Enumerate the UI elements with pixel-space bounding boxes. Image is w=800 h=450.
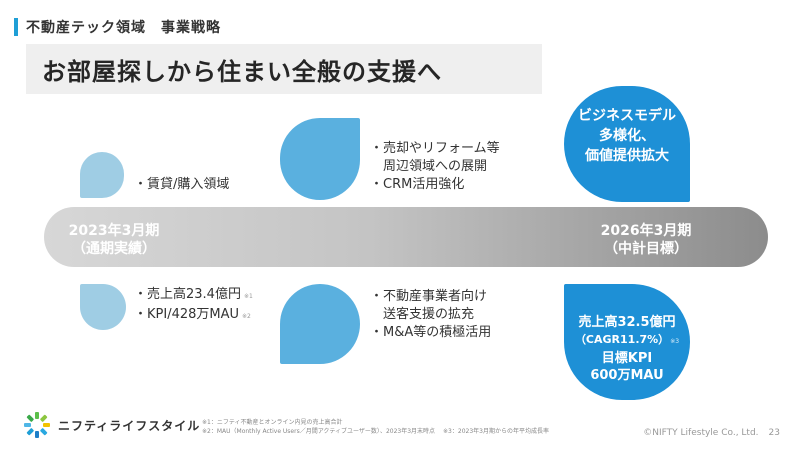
footnotes: ※1：ニフティ不動産とオンライン内見の売上高合計 ※2：MAU（Monthly … bbox=[202, 418, 549, 436]
footnote-3: ※3：2023年3月期からの年平均成長率 bbox=[443, 428, 549, 435]
upper-current-item: ・賃貸/購入領域 bbox=[134, 177, 230, 192]
lower-goal-revenue: 売上高32.5億円 bbox=[578, 315, 676, 330]
copyright-line: ©NIFTY Lifestyle Co., Ltd. 23 bbox=[643, 428, 780, 438]
page-title: お部屋探しから住まい全般の支援へ bbox=[42, 58, 442, 86]
upper-strategy-item: 周辺領域への展開 bbox=[370, 159, 488, 174]
lower-goal-kpi-label: 目標KPI bbox=[601, 351, 653, 366]
footnote-line-2: ※2：MAU（Monthly Active Users／月間アクティブユーザー数… bbox=[202, 427, 549, 436]
upper-strategy-drop bbox=[280, 118, 360, 200]
upper-current-bullets: ・賃貸/購入領域 bbox=[134, 176, 229, 194]
section-accent-bar bbox=[14, 18, 18, 36]
lower-strategy-item: 送客支援の拡充 bbox=[370, 307, 475, 322]
lower-current-bullets: ・売上高23.4億円 ※1 ・KPI/428万MAU ※2 bbox=[134, 286, 253, 326]
lower-strategy-item: ・M&A等の積極活用 bbox=[370, 325, 492, 340]
lower-current-item: ・売上高23.4億円 ※1 bbox=[134, 286, 253, 306]
page-number: 23 bbox=[768, 428, 780, 438]
lower-goal-cagr: （CAGR11.7%） bbox=[574, 333, 670, 346]
upper-strategy-item: ・売却やリフォーム等 bbox=[370, 141, 500, 156]
lower-strategy-item: ・不動産事業者向け bbox=[370, 289, 488, 304]
upper-goal-line: 多様化、 bbox=[599, 128, 655, 144]
lower-current-item: ・KPI/428万MAU ※2 bbox=[134, 306, 253, 326]
lower-current-kpi: ・KPI/428万MAU bbox=[134, 307, 240, 322]
upper-goal-line: ビジネスモデル bbox=[578, 108, 676, 124]
copyright: ©NIFTY Lifestyle Co., Ltd. bbox=[643, 428, 759, 438]
company-logo-icon bbox=[24, 412, 50, 438]
lower-strategy-bullets: ・不動産事業者向け 送客支援の拡充 ・M&A等の積極活用 bbox=[370, 288, 491, 342]
footnote-marker-1: ※1 bbox=[243, 293, 253, 300]
lower-current-drop bbox=[80, 284, 126, 330]
upper-current-drop bbox=[80, 152, 124, 198]
upper-strategy-bullets: ・売却やリフォーム等 周辺領域への展開 ・CRM活用強化 bbox=[370, 140, 500, 194]
timeline-start-sub: （通期実績） bbox=[72, 241, 156, 257]
lower-goal-mau: 600万MAU bbox=[590, 368, 664, 383]
section-label: 不動産テック領域 事業戦略 bbox=[26, 20, 221, 36]
lower-goal-cagr-line: （CAGR11.7%）※3 bbox=[564, 331, 690, 350]
upper-goal-text: ビジネスモデル 多様化、 価値提供拡大 bbox=[564, 106, 690, 166]
timeline-end-sub: （中計目標） bbox=[604, 241, 688, 257]
footnote-marker-3: ※3 bbox=[670, 338, 680, 345]
timeline-band bbox=[44, 207, 768, 267]
footnote-1: ※1：ニフティ不動産とオンライン内見の売上高合計 bbox=[202, 419, 343, 426]
upper-goal-drop bbox=[564, 86, 690, 202]
lower-goal-text: 売上高32.5億円 （CAGR11.7%）※3 目標KPI 600万MAU bbox=[564, 314, 690, 384]
upper-strategy-item: ・CRM活用強化 bbox=[370, 177, 465, 192]
timeline-start-year: 2023年3月期 bbox=[68, 223, 160, 239]
title-box: お部屋探しから住まい全般の支援へ bbox=[26, 44, 542, 94]
footnote-2: ※2：MAU（Monthly Active Users／月間アクティブユーザー数… bbox=[202, 428, 436, 435]
timeline-end-label: 2026年3月期 （中計目標） bbox=[586, 222, 706, 258]
lower-current-revenue: ・売上高23.4億円 bbox=[134, 287, 241, 302]
lower-strategy-drop bbox=[280, 284, 360, 364]
company-name: ニフティライフスタイル bbox=[58, 419, 201, 433]
footnote-marker-2: ※2 bbox=[242, 313, 251, 320]
timeline-start-label: 2023年3月期 （通期実績） bbox=[64, 222, 164, 258]
upper-goal-line: 価値提供拡大 bbox=[585, 148, 669, 164]
lower-goal-drop bbox=[564, 284, 690, 400]
timeline-end-year: 2026年3月期 bbox=[600, 223, 692, 239]
